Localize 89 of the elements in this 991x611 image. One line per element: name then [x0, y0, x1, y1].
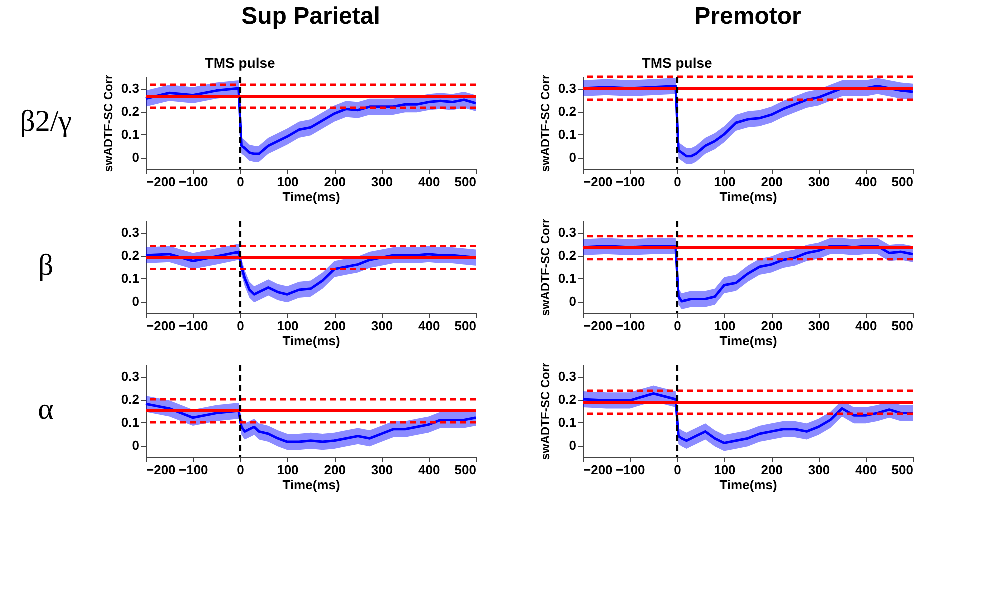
chart-title: Sup Parietal	[242, 3, 380, 30]
x-tick-label: 500	[892, 174, 914, 190]
x-axis-title: Time(ms)	[720, 334, 778, 348]
y-tick-label: 0.1	[121, 415, 140, 430]
x-tick-label: −200	[146, 462, 176, 478]
y-tick-label: 0.1	[558, 127, 576, 142]
y-tick-label: 0	[569, 150, 576, 165]
x-tick-label: 200	[324, 174, 346, 190]
x-tick-label: 100	[277, 462, 299, 478]
x-tick-label: 100	[714, 174, 736, 190]
x-tick-label: 400	[856, 174, 878, 190]
y-axis-title: swADTF-SC Corr	[538, 218, 552, 316]
x-tick-label: 200	[324, 462, 346, 478]
x-tick-label: 200	[761, 318, 783, 334]
y-tick-label: 0.3	[121, 225, 140, 240]
x-tick-label: 500	[454, 174, 476, 190]
y-tick-label: 0.1	[558, 271, 576, 286]
x-tick-label: 100	[277, 318, 299, 334]
x-tick-label: 400	[418, 462, 440, 478]
x-tick-label: −100	[178, 318, 208, 334]
x-tick-label: 400	[856, 462, 878, 478]
y-tick-label: 0	[569, 294, 576, 309]
y-tick-label: 0.1	[121, 271, 140, 286]
x-tick-label: 500	[454, 462, 476, 478]
y-tick-label: 0	[569, 438, 576, 453]
text: β	[38, 249, 54, 282]
text: α	[38, 393, 54, 426]
x-tick-label: 400	[418, 174, 440, 190]
x-tick-label: −200	[146, 174, 176, 190]
x-tick-label: 0	[674, 318, 682, 334]
x-tick-label: 0	[237, 174, 244, 190]
x-axis-title: Time(ms)	[720, 478, 778, 492]
y-tick-label: 0.2	[558, 104, 576, 119]
y-axis-title: swADTF-SC Corr	[538, 362, 552, 460]
x-tick-label: 100	[277, 174, 299, 190]
x-tick-label: −100	[616, 318, 646, 334]
y-tick-label: 0.1	[558, 415, 576, 430]
y-axis-title: swADTF-SC Corr	[538, 74, 552, 172]
y-tick-label: 0.2	[558, 248, 576, 263]
y-tick-label: 0.3	[121, 369, 140, 384]
x-tick-label: 200	[324, 318, 346, 334]
x-tick-label: −200	[584, 318, 613, 334]
x-axis-title: Time(ms)	[282, 190, 340, 204]
x-tick-label: 200	[761, 462, 783, 478]
chart-title: Premotor	[694, 3, 802, 30]
x-tick-label: 400	[418, 318, 440, 334]
y-axis-title: swADTF-SC Corr	[101, 74, 116, 172]
x-tick-label: −200	[146, 318, 176, 334]
y-tick-label: 0.1	[121, 127, 140, 142]
x-tick-label: −100	[616, 462, 646, 478]
y-tick-label: 0.2	[121, 392, 140, 407]
y-tick-label: 0	[132, 438, 140, 453]
x-tick-label: −200	[584, 174, 613, 190]
x-tick-label: 300	[808, 318, 830, 334]
x-tick-label: 300	[371, 174, 394, 190]
ref-line-label: TMS pulse	[642, 55, 712, 71]
x-axis-title: Time(ms)	[282, 478, 340, 492]
y-tick-label: 0	[132, 150, 140, 165]
text: β2/γ	[20, 105, 72, 138]
x-axis-title: Time(ms)	[720, 190, 778, 204]
x-tick-label: 500	[454, 318, 476, 334]
x-tick-label: 100	[714, 462, 736, 478]
y-tick-label: 0.3	[121, 81, 140, 96]
x-tick-label: 0	[237, 462, 244, 478]
ref-line-label: TMS pulse	[205, 55, 276, 71]
y-tick-label: 0.3	[558, 369, 576, 384]
x-tick-label: 200	[761, 174, 783, 190]
x-tick-label: 0	[674, 174, 682, 190]
x-tick-label: −100	[178, 174, 208, 190]
x-tick-label: 400	[856, 318, 878, 334]
x-tick-label: −100	[616, 174, 646, 190]
x-tick-label: 300	[371, 318, 394, 334]
x-tick-label: 300	[808, 174, 830, 190]
x-tick-label: −100	[178, 462, 208, 478]
y-tick-label: 0.2	[121, 248, 140, 263]
y-tick-label: 0	[132, 294, 140, 309]
x-tick-label: 500	[892, 318, 914, 334]
x-tick-label: 0	[237, 318, 244, 334]
x-axis-title: Time(ms)	[282, 334, 340, 348]
y-tick-label: 0.3	[558, 225, 576, 240]
x-tick-label: 100	[714, 318, 736, 334]
x-tick-label: −200	[584, 462, 613, 478]
x-tick-label: 300	[371, 462, 394, 478]
y-tick-label: 0.2	[558, 392, 576, 407]
y-tick-label: 0.2	[121, 104, 140, 119]
x-tick-label: 300	[808, 462, 830, 478]
x-tick-label: 0	[674, 462, 682, 478]
x-tick-label: 500	[892, 462, 914, 478]
y-tick-label: 0.3	[558, 81, 576, 96]
